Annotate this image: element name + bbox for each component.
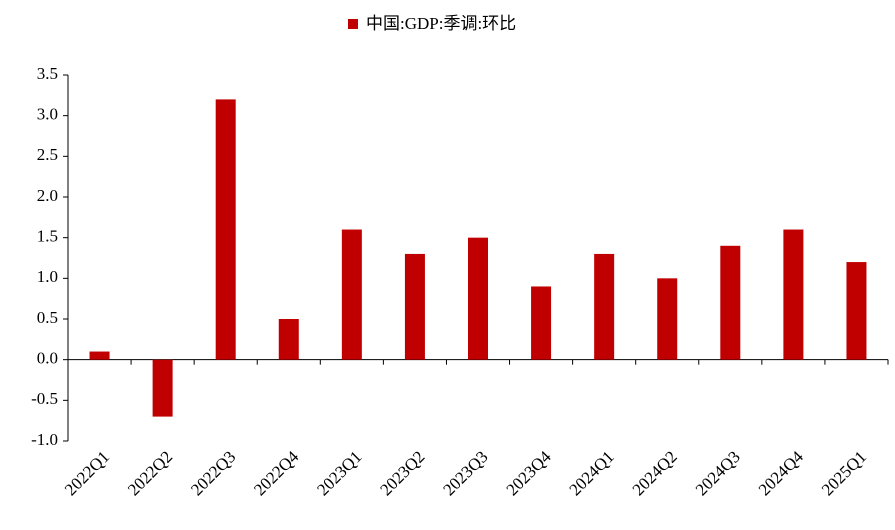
legend-label: 中国:GDP:季调:环比	[366, 14, 516, 33]
y-tick-label: 2.0	[37, 186, 58, 205]
x-tick-label: 2024Q4	[755, 447, 808, 500]
bar	[531, 286, 552, 360]
bar	[341, 229, 362, 360]
y-tick-label: 0.0	[37, 349, 58, 368]
bar	[594, 253, 615, 360]
bar	[278, 319, 299, 360]
x-tick-label: 2022Q1	[61, 447, 113, 499]
y-tick-label: 2.5	[37, 145, 58, 164]
x-tick-label: 2023Q1	[313, 447, 365, 499]
bar	[846, 262, 867, 360]
y-tick-label: 3.5	[37, 64, 58, 83]
bar	[404, 253, 425, 360]
y-tick-label: 0.5	[37, 308, 58, 327]
y-tick-label: -0.5	[31, 389, 58, 408]
x-tick-label: 2023Q4	[502, 447, 555, 500]
bar	[783, 229, 804, 360]
x-tick-label: 2022Q4	[250, 447, 303, 500]
bar	[152, 359, 173, 417]
bar	[89, 351, 110, 360]
bar	[657, 278, 678, 360]
bar	[215, 99, 236, 360]
x-tick-label: 2025Q1	[818, 447, 870, 499]
x-tick-label: 2023Q3	[439, 447, 491, 499]
y-tick-label: 1.0	[37, 267, 58, 286]
y-tick-label: 3.0	[37, 105, 58, 124]
x-tick-label: 2024Q2	[629, 447, 681, 499]
bar	[468, 237, 488, 360]
legend-swatch	[348, 19, 358, 29]
x-tick-label: 2024Q3	[692, 447, 744, 499]
y-tick-label: 1.5	[37, 227, 58, 246]
bar	[720, 245, 741, 360]
x-tick-label: 2024Q1	[566, 447, 618, 499]
y-tick-label: -1.0	[31, 430, 58, 449]
x-tick-label: 2022Q3	[187, 447, 239, 499]
x-tick-label: 2022Q2	[124, 447, 176, 499]
x-tick-label: 2023Q2	[376, 447, 428, 499]
